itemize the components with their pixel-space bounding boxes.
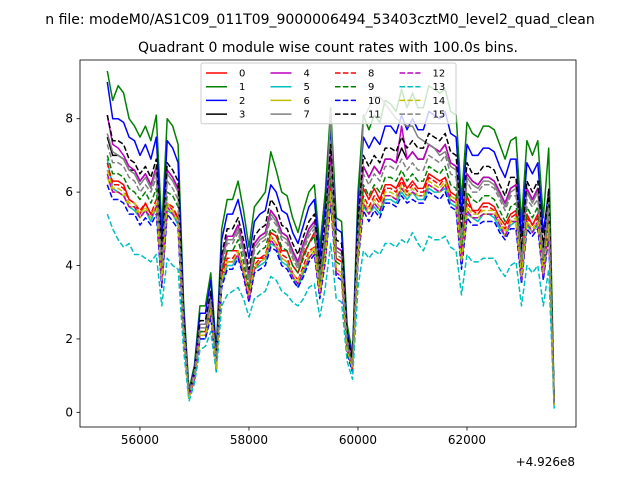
series-line-11 xyxy=(106,114,555,402)
legend-label-5: 5 xyxy=(304,82,310,93)
y-tick-label: 8 xyxy=(65,112,73,126)
legend-label-1: 1 xyxy=(239,82,245,93)
y-tick-label: 0 xyxy=(65,405,73,419)
y-tick-label: 2 xyxy=(65,332,73,346)
x-tick-label: 62000 xyxy=(448,433,486,447)
y-tick-label: 4 xyxy=(65,259,73,273)
legend-label-9: 9 xyxy=(368,82,374,93)
x-tick-label: 58000 xyxy=(230,433,268,447)
legend-label-8: 8 xyxy=(368,69,374,80)
legend-label-14: 14 xyxy=(433,96,446,107)
legend-label-6: 6 xyxy=(304,96,310,107)
chart-title: Quadrant 0 module wise count rates with … xyxy=(138,40,518,56)
legend-label-10: 10 xyxy=(368,96,381,107)
legend-box xyxy=(200,62,457,125)
plot-area: 56000 58000 60000 6200002468012345678910111… xyxy=(65,59,577,447)
series-line-9 xyxy=(106,155,555,406)
x-tick-label: 60000 xyxy=(339,433,377,447)
legend-label-13: 13 xyxy=(433,82,446,93)
series-line-14 xyxy=(106,169,555,406)
legend-label-3: 3 xyxy=(239,110,245,121)
legend-label-7: 7 xyxy=(304,110,310,121)
axes-frame xyxy=(79,59,577,428)
series-group xyxy=(106,70,555,409)
legend-label-0: 0 xyxy=(239,69,245,80)
series-line-13 xyxy=(106,213,555,409)
x-tick-label: 56000 xyxy=(121,433,159,447)
y-tick-label: 6 xyxy=(65,185,73,199)
legend-label-11: 11 xyxy=(368,110,381,121)
legend-label-2: 2 xyxy=(239,96,245,107)
legend-label-15: 15 xyxy=(433,110,446,121)
suptitle: n file: modeM0/AS1C09_011T09_9000006494_… xyxy=(45,12,594,28)
legend-label-12: 12 xyxy=(433,69,446,80)
x-offset-label: +4.926e8 xyxy=(516,455,575,469)
series-line-15 xyxy=(106,144,555,406)
legend-label-4: 4 xyxy=(304,69,310,80)
